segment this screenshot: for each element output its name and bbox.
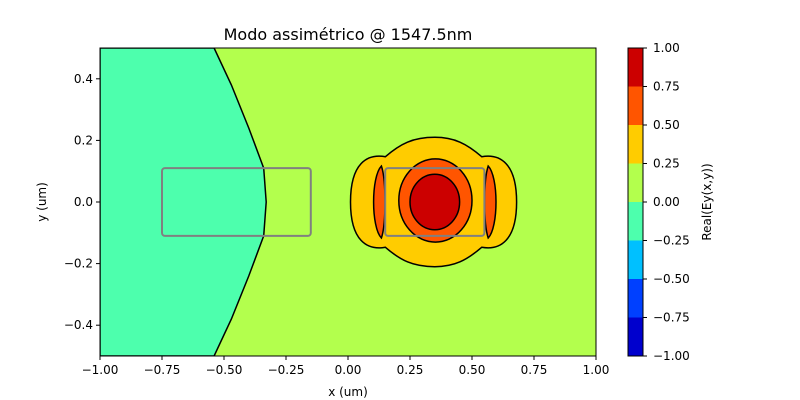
colorbar: −1.00 −0.75 −0.50 −0.25 0.00 0.25 0.50 0.75 1.00 [627,41,690,363]
y-tick-label: −0.2 [64,257,93,271]
colorbar-band [628,240,643,279]
y-axis: −0.4 −0.2 0.0 0.2 0.4 [64,72,100,332]
x-tick-label: 0.50 [459,363,486,377]
colorbar-tick-label: 0.50 [653,118,680,132]
x-axis: −1.00 −0.75 −0.50 −0.25 0.00 0.25 0.50 0.75 1.00 [82,356,610,377]
y-tick-label: 0.0 [74,195,93,209]
colorbar-band [628,48,643,87]
y-tick-label: −0.4 [64,318,93,332]
colorbar-tick-label: −0.50 [653,272,690,286]
y-axis-label: y (um) [35,182,49,222]
x-axis-label: x (um) [328,385,368,399]
right-waveguide [384,167,486,237]
colorbar-tick-label: 1.00 [653,41,680,55]
colorbar-tick-label: −0.75 [653,311,690,325]
colorbar-band [628,202,643,241]
x-tick-label: 1.00 [583,363,610,377]
colorbar-label: Real(Ey(x,y)) [700,163,714,240]
y-tick-label: 0.2 [74,133,93,147]
left-waveguide [161,167,312,237]
colorbar-tick-label: −0.25 [653,234,690,248]
colorbar-tick-label: 0.25 [653,157,680,171]
colorbar-tick-label: 0.00 [653,195,680,209]
left-negative-region [100,48,267,356]
colorbar-band [628,86,643,125]
y-tick-label: 0.4 [74,72,93,86]
colorbar-band [628,279,643,318]
core-peak [409,173,461,231]
colorbar-band [628,317,643,356]
x-tick-label: −0.50 [206,363,243,377]
x-tick-label: −0.75 [144,363,181,377]
plot-area [100,48,596,356]
x-tick-label: 0.00 [335,363,362,377]
chart-title: Modo assimétrico @ 1547.5nm [224,25,473,44]
colorbar-band [628,163,643,202]
x-tick-label: −0.25 [268,363,305,377]
x-tick-label: 0.75 [521,363,548,377]
colorbar-band [628,125,643,164]
colorbar-tick-label: 0.75 [653,80,680,94]
colorbar-tick-label: −1.00 [653,349,690,363]
x-tick-label: −1.00 [82,363,119,377]
x-tick-label: 0.25 [397,363,424,377]
